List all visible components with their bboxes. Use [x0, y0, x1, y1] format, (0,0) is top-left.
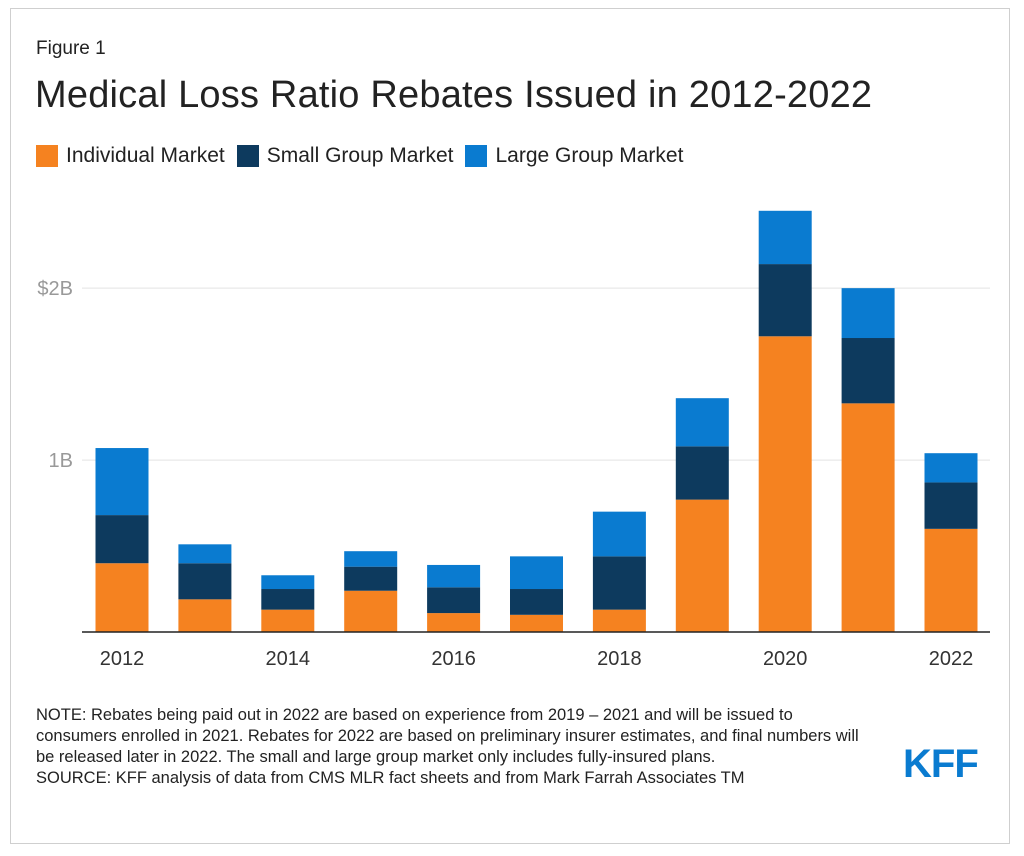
- legend-label-small-group: Small Group Market: [266, 144, 454, 167]
- bar-2016-large-group-market: [427, 564, 481, 588]
- legend-label-large-group: Large Group Market: [495, 144, 684, 167]
- bar-2020-small-group-market: [758, 264, 812, 337]
- x-tick-label: 2016: [431, 648, 476, 670]
- bar-2012-small-group-market: [95, 515, 149, 564]
- figure-label: Figure 1: [36, 38, 106, 59]
- bar-2020-individual-market: [758, 336, 812, 632]
- bar-2015-small-group-market: [344, 566, 398, 591]
- bar-2018-small-group-market: [592, 556, 646, 610]
- legend-swatch-small-group: [236, 145, 259, 167]
- bar-2021-small-group-market: [841, 338, 895, 404]
- bar-2014-small-group-market: [261, 589, 315, 610]
- bar-2017-small-group-market: [510, 589, 563, 615]
- bar-2016-individual-market: [427, 613, 481, 632]
- bar-2019-large-group-market: [675, 398, 729, 447]
- kff-logo: KFF: [903, 742, 979, 786]
- x-tick-label: 2018: [597, 648, 642, 670]
- note-text: NOTE: Rebates being paid out in 2022 are…: [36, 706, 859, 766]
- bar-2019-individual-market: [675, 499, 729, 632]
- bar-2014-large-group-market: [261, 575, 315, 590]
- bar-2017-large-group-market: [510, 556, 563, 590]
- legend: Individual Market Small Group Market Lar…: [36, 144, 695, 168]
- legend-item-small-group: Small Group Market: [236, 144, 454, 168]
- bar-2020-large-group-market: [758, 210, 812, 265]
- source-text: SOURCE: KFF analysis of data from CMS ML…: [36, 769, 745, 787]
- bar-2017-individual-market: [510, 614, 563, 632]
- x-tick-label: 2012: [100, 648, 145, 670]
- bar-2022-large-group-market: [924, 453, 978, 483]
- bar-2012-individual-market: [95, 563, 149, 632]
- bar-2018-large-group-market: [592, 511, 646, 557]
- bar-2016-small-group-market: [427, 587, 481, 614]
- footnote: NOTE: Rebates being paid out in 2022 are…: [36, 705, 866, 789]
- chart-title: Medical Loss Ratio Rebates Issued in 201…: [35, 74, 873, 116]
- bar-2012-large-group-market: [95, 448, 149, 516]
- x-tick-label: 2020: [763, 648, 808, 670]
- bar-2013-small-group-market: [178, 563, 232, 600]
- legend-item-individual: Individual Market: [36, 144, 225, 168]
- bar-2022-individual-market: [924, 528, 978, 632]
- x-tick-label: 2014: [266, 648, 311, 670]
- bar-2015-large-group-market: [344, 551, 398, 567]
- y-tick-label: 1B: [49, 450, 73, 472]
- bar-2021-individual-market: [841, 403, 895, 632]
- legend-label-individual: Individual Market: [66, 144, 225, 167]
- legend-swatch-large-group: [465, 145, 488, 167]
- bar-2022-small-group-market: [924, 482, 978, 529]
- bar-2013-large-group-market: [178, 544, 232, 564]
- x-tick-label: 2022: [929, 648, 974, 670]
- legend-item-large-group: Large Group Market: [465, 144, 683, 168]
- bar-2021-large-group-market: [841, 288, 895, 339]
- bar-2015-individual-market: [344, 590, 398, 632]
- bar-chart: 1B $2B 2012 2014 2016 2018 2020 2022: [37, 210, 990, 670]
- bar-2019-small-group-market: [675, 446, 729, 500]
- bar-2013-individual-market: [178, 599, 232, 632]
- bar-2018-individual-market: [592, 609, 646, 632]
- y-tick-label: $2B: [37, 278, 73, 300]
- legend-swatch-individual: [36, 145, 58, 167]
- bar-2014-individual-market: [261, 609, 315, 632]
